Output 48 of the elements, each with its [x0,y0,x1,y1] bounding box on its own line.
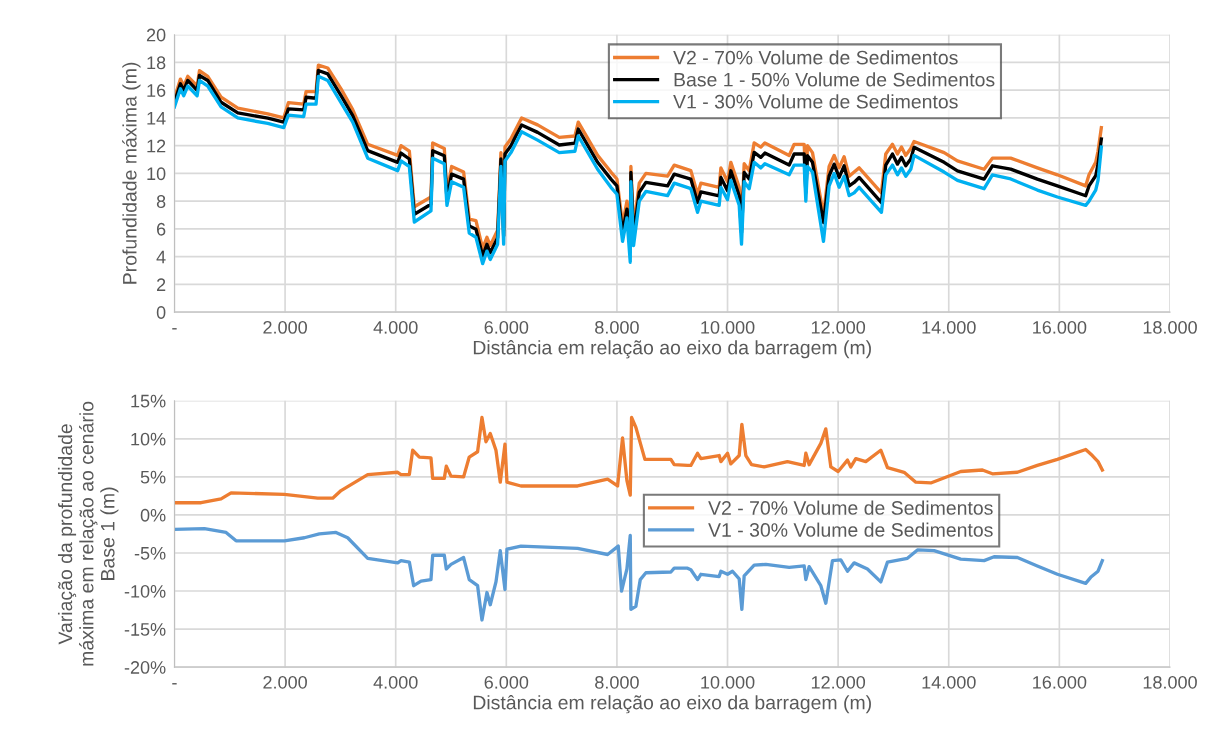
legend-label: V1 - 30% Volume de Sedimentos [673,94,958,109]
legend-label: Base 1 - 50% Volume de Sedimentos [674,72,995,87]
y-tick-label: 8 [156,195,166,208]
y-tick-label: 0% [140,508,166,522]
x-tick-label: 4.000 [373,320,418,334]
x-tick-label: - [172,683,177,685]
y-tick-label: 2 [156,278,166,291]
legend-label: V1 - 30% Volume de Sedimentos [708,522,993,537]
x-tick-label: 2.000 [263,675,307,689]
legend-label: V2 - 70% Volume de Sedimentos [673,50,958,65]
x-tick-label: 2.000 [263,320,307,334]
x-tick-label: 12.000 [811,320,866,334]
y-tick-label: 6 [157,222,166,236]
x-tick-label: 14.000 [922,320,976,334]
x-tick-label: 8.000 [595,675,639,689]
y-tick-label: 18 [147,56,166,70]
y-tick-label: -5% [134,546,166,560]
y-tick-label: 15% [131,394,166,408]
x-tick-label: 18.000 [1143,320,1197,334]
legend-label: V2 - 70% Volume de Sedimentos [708,500,993,515]
y-tick-label: 0 [156,306,166,319]
x-tick-label: 10.000 [701,320,755,334]
x-tick-label: 6.000 [484,675,529,689]
y-tick-label: -15% [124,623,166,636]
x-tick-label: 8.000 [595,320,639,334]
x-tick-label: 18.000 [1143,675,1197,689]
y-tick-label: 12 [147,139,166,153]
x-tick-label: 6.000 [484,320,529,334]
y-tick-label: 16 [147,84,166,97]
y-tick-label: 20 [146,28,166,42]
y-axis-title: Variação da profundidade máxima em relação ao cenário Base 1 (m) [57,401,119,666]
x-tick-label: 14.000 [922,675,976,689]
y-tick-label: 10% [131,432,166,446]
x-tick-label: 12.000 [811,675,866,689]
x-tick-label: 16.000 [1033,675,1087,689]
y-tick-label: 5% [140,470,166,484]
x-tick-label: 4.000 [373,675,418,689]
x-axis-title: Distância em relação ao eixo da barragem (m) [473,340,871,359]
x-tick-label: 16.000 [1033,320,1087,334]
y-tick-label: 14 [147,112,166,125]
x-axis-title: Distância em relação ao eixo da barragem (m) [473,695,871,714]
y-tick-label: 10 [147,167,166,181]
y-tick-label: 4 [156,250,166,264]
x-tick-label: 10.000 [701,675,755,689]
y-tick-label: -20% [124,661,166,674]
y-tick-label: -10% [124,584,166,598]
y-axis-title: Profundidade máxima (m) [122,62,141,284]
x-tick-label: - [172,328,177,330]
